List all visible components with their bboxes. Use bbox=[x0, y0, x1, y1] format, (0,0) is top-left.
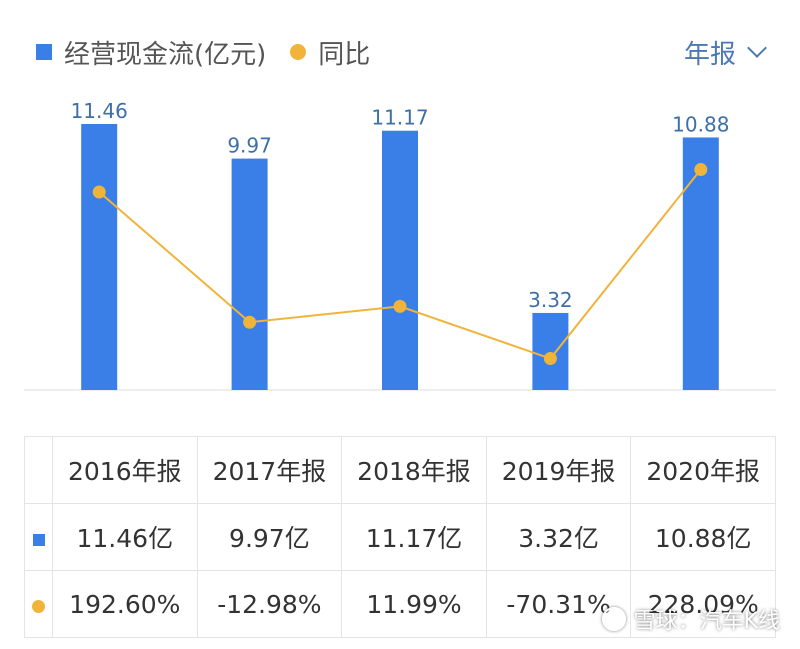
table-header-cell: 2018年报 bbox=[341, 436, 487, 504]
row-marker-cell bbox=[24, 503, 53, 571]
yoy-point-2018年报 bbox=[393, 299, 407, 313]
line-legend-label: 同比 bbox=[318, 39, 371, 70]
data-table: 2016年报 2017年报 2018年报 2019年报 2020年报 11.46… bbox=[24, 436, 776, 638]
bar-value-label: 3.32 bbox=[528, 288, 573, 312]
table-header-cell: 2019年报 bbox=[485, 436, 632, 504]
bar-legend-icon bbox=[36, 44, 52, 60]
yoy-point-2020年报 bbox=[694, 163, 708, 177]
table-cell: 11.46亿 bbox=[52, 503, 198, 571]
table-cell: 3.32亿 bbox=[485, 503, 632, 571]
line-row-icon bbox=[32, 599, 45, 613]
bar-row-icon bbox=[32, 533, 45, 546]
table-header-row: 2016年报 2017年报 2018年报 2019年报 2020年报 bbox=[24, 436, 776, 504]
table-corner-cell bbox=[24, 436, 53, 504]
line-legend-icon bbox=[290, 44, 307, 60]
table-header-cell: 2016年报 bbox=[52, 436, 198, 504]
table-cell: -70.31% bbox=[485, 570, 632, 638]
bar-2016年报 bbox=[81, 124, 118, 390]
bar-value-label: 11.17 bbox=[371, 106, 428, 130]
bar-value-label: 11.46 bbox=[71, 99, 128, 123]
table-cell: 10.88亿 bbox=[630, 503, 776, 571]
yoy-point-2017年报 bbox=[243, 315, 257, 329]
bar-value-label: 10.88 bbox=[672, 112, 729, 136]
table-header-cell: 2020年报 bbox=[630, 436, 776, 504]
chevron-down-icon bbox=[747, 38, 767, 58]
bar-2017年报 bbox=[231, 158, 268, 390]
bar-2019年报 bbox=[532, 312, 569, 390]
cash-flow-chart: 11.46 9.97 11.17 3.32 10.88 bbox=[24, 99, 776, 391]
period-selector[interactable]: 年报 bbox=[683, 34, 767, 70]
table-cell: 9.97亿 bbox=[196, 503, 343, 571]
yoy-point-2016年报 bbox=[92, 185, 106, 199]
period-selector-label: 年报 bbox=[683, 39, 736, 70]
table-cell: 192.60% bbox=[52, 570, 198, 638]
table-cell: 11.99% bbox=[341, 570, 487, 638]
table-row-yoy: 192.60% -12.98% 11.99% -70.31% 228.09% bbox=[24, 570, 776, 638]
table-cell: 228.09% bbox=[630, 570, 776, 638]
bar-legend-label: 经营现金流(亿元) bbox=[64, 39, 267, 70]
table-cell: -12.98% bbox=[196, 570, 343, 638]
bar-value-label: 9.97 bbox=[227, 134, 272, 158]
row-marker-cell bbox=[24, 570, 53, 638]
bar-2018年报 bbox=[382, 130, 418, 390]
chart-legend: 经营现金流(亿元) 同比 bbox=[36, 34, 394, 70]
table-header-cell: 2017年报 bbox=[196, 436, 343, 504]
watermark: 雪球：汽车K线 bbox=[601, 603, 780, 635]
yoy-point-2019年报 bbox=[543, 352, 557, 366]
table-cell: 11.17亿 bbox=[341, 503, 487, 571]
table-row-cash-flow: 11.46亿 9.97亿 11.17亿 3.32亿 10.88亿 bbox=[24, 503, 776, 571]
watermark-text: 雪球：汽车K线 bbox=[633, 609, 780, 634]
bar-2020年报 bbox=[682, 137, 719, 390]
watermark-logo-icon bbox=[601, 607, 626, 631]
